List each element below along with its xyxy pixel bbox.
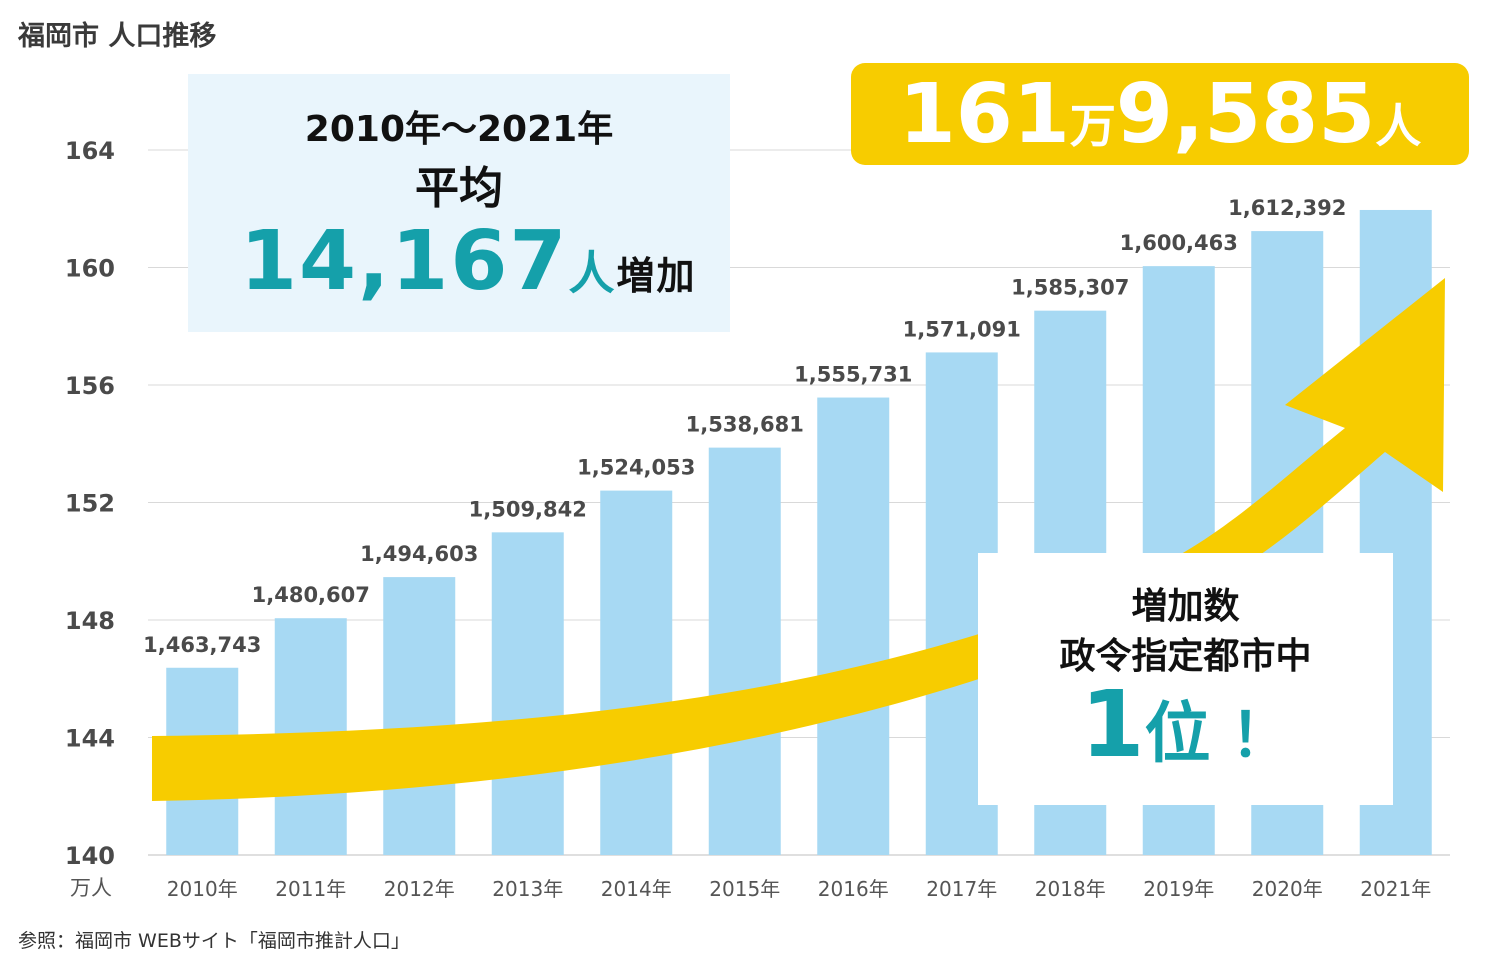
data-label: 1,555,731 [794,363,912,387]
rank-number: 1 [1080,671,1145,778]
bar [383,577,456,855]
x-tick-label: 2020年 [1252,877,1323,901]
total-population-text: 161万9,585人 [851,67,1469,162]
average-value: 14,167 [240,214,569,309]
x-tick-label: 2015年 [709,877,780,901]
data-label: 1,571,091 [903,317,1021,341]
rank-line-1: 増加数 [1131,586,1240,627]
y-tick-label: 148 [65,607,115,635]
bar [708,447,781,855]
y-tick-label: 160 [65,255,115,283]
data-label: 1,494,603 [360,542,478,566]
total-part-2: 万 [1069,99,1116,153]
x-tick-label: 2014年 [601,877,672,901]
rank-suffix: 位 [1144,695,1211,772]
total-part-4: 人 [1375,99,1422,153]
y-tick-label: 152 [65,490,115,518]
y-axis-unit: 万人 [70,876,112,900]
total-part-1: 161 [898,67,1070,162]
y-tick-label: 144 [65,725,115,753]
y-tick-label: 164 [65,137,115,165]
x-tick-label: 2018年 [1035,877,1106,901]
y-tick-label: 140 [65,842,115,870]
data-label: 1,463,743 [143,633,261,657]
average-suffix: 増加 [616,254,697,298]
rank-box: 増加数 政令指定都市中 1位 ！ [978,553,1393,805]
data-label: 1,524,053 [577,456,695,480]
bar [491,532,564,855]
x-tick-label: 2016年 [818,877,889,901]
data-label: 1,600,463 [1120,231,1238,255]
x-tick-label: 2019年 [1143,877,1214,901]
x-tick-label: 2011年 [275,877,346,901]
data-label: 1,480,607 [252,583,370,607]
growth-arrow [152,278,1445,801]
x-tick-label: 2012年 [384,877,455,901]
average-value-line: 14,167人増加 [240,214,696,309]
x-tick-label: 2010年 [167,877,238,901]
total-population-badge: 161万9,585人 [851,63,1469,165]
bar [600,490,673,855]
x-tick-label: 2017年 [926,877,997,901]
total-part-3: 9,585 [1115,67,1376,162]
source-note: 参照：福岡市 WEBサイト「福岡市推計人口」 [18,930,410,952]
data-label: 1,612,392 [1228,196,1346,220]
average-unit: 人 [568,246,617,300]
rank-line-2: 政令指定都市中 [1059,636,1312,677]
bar [817,397,890,855]
rank-exclaim: ！ [1230,701,1291,771]
average-increase-box: 2010年〜2021年 平均 14,167人増加 [188,74,730,332]
average-label: 平均 [415,163,503,214]
y-tick-label: 156 [65,372,115,400]
chart-title: 福岡市 人口推移 [18,21,217,52]
average-range: 2010年〜2021年 [304,109,614,150]
rank-line-3: 1位 ！ [978,671,1393,778]
data-label: 1,585,307 [1011,276,1129,300]
x-tick-label: 2021年 [1360,877,1431,901]
data-label: 1,509,842 [469,497,587,521]
data-label: 1,538,681 [686,413,804,437]
x-tick-label: 2013年 [492,877,563,901]
